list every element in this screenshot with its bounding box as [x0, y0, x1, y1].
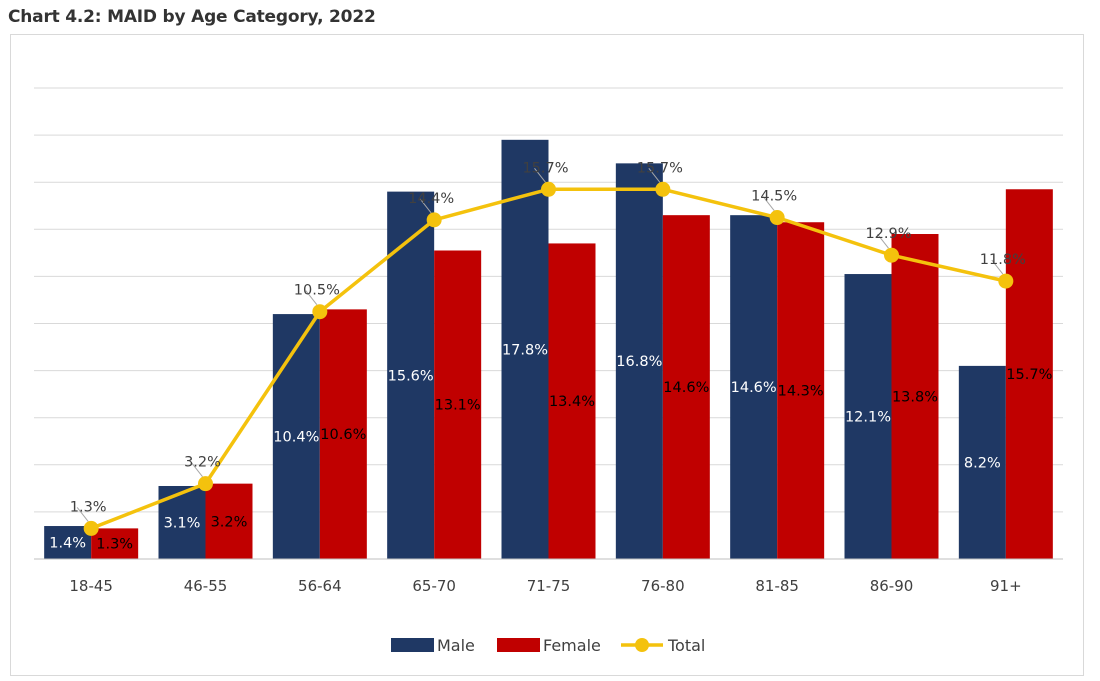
x-tick-label: 56-64: [298, 577, 342, 595]
bar-label-female: 13.4%: [549, 394, 595, 410]
legend-swatch-male: [391, 638, 434, 652]
bar-female-18-45: [91, 528, 139, 559]
legend-label-female: Female: [543, 636, 601, 655]
total-point-81-85: [769, 210, 785, 226]
x-tick-label: 91+: [990, 577, 1022, 595]
total-label: 12.9%: [865, 226, 911, 242]
total-label: 10.5%: [294, 283, 340, 299]
bar-male-18-45: [44, 526, 92, 559]
total-point-46-55: [198, 476, 213, 492]
legend-label-male: Male: [437, 636, 475, 655]
total-label: 15.7%: [522, 160, 568, 176]
bar-female-56-64: [319, 309, 367, 559]
x-tick-label: 76-80: [641, 577, 685, 595]
total-point-18-45: [83, 520, 99, 536]
bar-female-86-90: [891, 234, 939, 559]
total-leader-line: [76, 507, 89, 522]
bar-label-male: 8.2%: [964, 455, 1001, 471]
total-leader-line: [305, 290, 318, 306]
total-leader-line: [419, 198, 432, 214]
bar-female-46-55: [205, 483, 253, 559]
legend-swatch-total-marker: [635, 638, 649, 652]
bar-label-male: 3.1%: [164, 515, 201, 531]
total-label: 3.2%: [184, 455, 221, 471]
total-label: 14.5%: [751, 189, 797, 205]
bar-label-female: 13.8%: [892, 390, 938, 406]
bar-label-female: 3.2%: [211, 514, 248, 530]
total-leader-line: [877, 233, 889, 249]
bar-male-71-75: [501, 139, 549, 559]
x-tick-label: 71-75: [527, 577, 571, 595]
bar-label-male: 16.8%: [616, 354, 662, 370]
bar-label-male: 1.4%: [49, 536, 86, 552]
x-tick-label: 46-55: [184, 577, 228, 595]
bar-female-81-85: [777, 222, 825, 560]
bar-female-71-75: [548, 243, 596, 559]
total-point-56-64: [312, 304, 328, 320]
total-label: 11.8%: [980, 252, 1026, 268]
total-label: 15.7%: [637, 160, 683, 176]
bar-label-female: 14.6%: [663, 380, 709, 396]
total-point-91+: [998, 273, 1014, 289]
x-tick-label: 81-85: [755, 577, 799, 595]
bar-label-male: 12.1%: [845, 410, 891, 426]
bar-label-female: 14.3%: [778, 384, 824, 400]
total-leader-line: [534, 167, 546, 183]
x-tick-label: 65-70: [412, 577, 456, 595]
x-tick-label: 86-90: [870, 577, 914, 595]
total-label: 1.3%: [70, 499, 107, 515]
bar-label-female: 10.6%: [320, 427, 366, 443]
bar-male-91+: [958, 365, 1006, 559]
bar-male-81-85: [730, 215, 778, 560]
bar-male-56-64: [272, 314, 320, 559]
legend-swatch-female: [497, 638, 540, 652]
total-leader-line: [648, 167, 661, 183]
bar-label-male: 15.6%: [388, 368, 434, 384]
total-point-65-70: [426, 212, 442, 228]
legend-label-total: Total: [667, 636, 705, 655]
total-leader-line: [762, 196, 775, 211]
bar-female-65-70: [434, 250, 482, 559]
bar-female-76-80: [662, 215, 710, 560]
bar-label-male: 14.6%: [731, 380, 777, 396]
total-point-71-75: [541, 181, 556, 197]
total-point-86-90: [884, 247, 899, 263]
bar-label-male: 10.4%: [273, 430, 319, 446]
bar-label-female: 13.1%: [435, 398, 481, 414]
total-label: 14.4%: [408, 191, 454, 207]
chart-title: Chart 4.2: MAID by Age Category, 2022: [8, 7, 376, 27]
bar-label-male: 17.8%: [502, 342, 548, 358]
bar-female-91+: [1005, 189, 1053, 559]
x-tick-label: 18-45: [69, 577, 113, 595]
bar-label-female: 15.7%: [1006, 367, 1052, 383]
chart-frame: [10, 34, 1084, 676]
total-point-76-80: [655, 181, 671, 197]
total-leader-line: [991, 259, 1004, 275]
bar-male-76-80: [615, 163, 663, 560]
total-leader-line: [191, 462, 203, 477]
bar-male-86-90: [844, 274, 892, 559]
bar-label-female: 1.3%: [96, 537, 133, 553]
